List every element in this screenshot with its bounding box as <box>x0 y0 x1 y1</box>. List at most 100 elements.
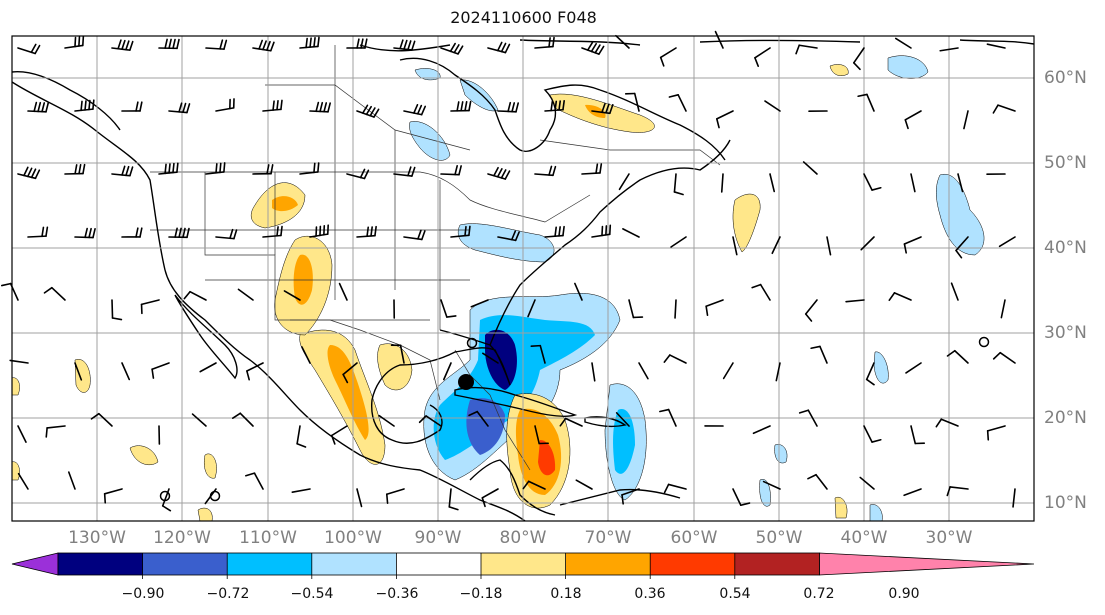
wind-barb <box>403 103 427 116</box>
positive-anomaly-caribbean-core <box>538 440 556 476</box>
wind-barb <box>903 236 922 254</box>
wind-barb <box>27 101 50 113</box>
wind-barb <box>356 104 380 118</box>
wind-barb <box>615 34 630 49</box>
wind-barb <box>946 349 969 364</box>
wind-barb <box>544 225 565 238</box>
wind-barb <box>534 165 557 177</box>
negative-anomaly-antilles-inner <box>613 409 635 474</box>
wind-barb <box>771 236 781 255</box>
wind-barb <box>283 290 301 301</box>
wind-barb <box>795 44 818 55</box>
positive-anomaly-atlantic-ne <box>829 64 849 76</box>
wind-barb <box>121 362 131 381</box>
wind-barb <box>330 425 348 445</box>
wind-barb <box>17 472 29 490</box>
wind-barb <box>663 483 687 494</box>
wind-barb <box>90 412 113 427</box>
lon-label: 130°W <box>68 528 126 548</box>
wind-barb <box>64 35 85 49</box>
wind-barb <box>74 362 83 381</box>
positive-anomaly-montana-mid <box>272 196 298 212</box>
wind-barb <box>205 162 226 175</box>
positive-anomaly-atlantic-south <box>834 496 848 519</box>
positive-anomaly-pacific-4 <box>11 377 20 396</box>
lon-label: 80°W <box>499 528 547 548</box>
wind-barb <box>205 39 228 50</box>
colorbar-tick-label: 0.54 <box>719 586 751 602</box>
colorbar-tick-label: 0.36 <box>634 586 666 602</box>
wind-barb <box>663 354 687 364</box>
wind-barb <box>237 288 254 301</box>
wind-barb <box>955 236 969 259</box>
wind-barb <box>17 43 41 55</box>
wind-barb <box>910 173 916 193</box>
wind-barb <box>963 110 969 130</box>
lat-label: 50°N <box>1044 153 1087 173</box>
colorbar-tick-label: 0.90 <box>888 586 920 602</box>
wind-barb <box>393 39 416 51</box>
colorbar-tick-label: 0.18 <box>550 586 582 602</box>
lon-label: 100°W <box>324 528 382 548</box>
wind-barb <box>482 352 499 364</box>
wind-barb <box>111 39 134 51</box>
wind-barb <box>894 37 912 49</box>
wind-barb <box>668 94 687 112</box>
wind-barb <box>905 362 922 374</box>
lon-label: 70°W <box>584 528 632 548</box>
wind-barb <box>720 173 724 193</box>
wind-barb <box>591 362 596 382</box>
positive-anomaly-pacific-2 <box>129 445 159 465</box>
wind-barb <box>939 47 959 52</box>
colorbar-tick-label: −0.72 <box>206 586 250 602</box>
wind-barb <box>301 346 311 364</box>
coast-labrador <box>599 89 726 161</box>
wind-barb <box>798 409 818 427</box>
wind-barb <box>810 345 828 364</box>
wind-barb <box>27 226 49 238</box>
wind-barb <box>74 227 96 239</box>
colorbar-segment <box>58 553 144 575</box>
wind-barb <box>575 479 593 490</box>
wind-barb <box>581 163 603 175</box>
wind-barb <box>74 99 95 112</box>
map-frame <box>11 35 1035 522</box>
wind-barb <box>442 362 452 381</box>
lat-label: 10°N <box>1044 493 1087 513</box>
colorbar-segment <box>142 553 228 575</box>
positive-anomaly-pacific-3 <box>204 453 217 479</box>
wind-barb <box>859 476 875 490</box>
wind-barb <box>775 362 781 382</box>
wind-barb <box>527 299 536 318</box>
wind-barb <box>356 225 377 238</box>
wind-barb <box>559 417 583 427</box>
wind-barb <box>659 408 677 427</box>
wind-barb <box>534 36 555 49</box>
lon-label: 110°W <box>239 528 297 548</box>
wind-barb <box>17 166 41 180</box>
map-title: 2024110600 F048 <box>450 8 597 27</box>
wind-barb <box>45 425 66 438</box>
coast-alaska <box>11 71 121 131</box>
wind-barb <box>622 228 640 238</box>
wind-barb <box>581 41 605 55</box>
wind-barb <box>751 283 771 301</box>
negative-anomaly-hudson <box>459 79 499 112</box>
wind-barb <box>299 36 320 49</box>
coast-pacific-nw <box>11 81 526 522</box>
wind-barb <box>440 299 457 318</box>
wind-barb <box>140 299 160 315</box>
wind-barb <box>903 488 922 497</box>
calm-marker-4 <box>209 490 221 502</box>
wind-barb <box>252 164 274 175</box>
wind-barb <box>296 425 307 448</box>
wind-barb <box>309 224 329 238</box>
coast-hispaniola <box>584 416 627 428</box>
wind-barb <box>450 225 471 238</box>
wind-barb <box>183 290 207 301</box>
wind-barb <box>121 227 143 238</box>
wind-barb <box>385 488 405 504</box>
wind-barb <box>403 229 426 241</box>
wind-barb <box>615 412 630 427</box>
coast-central-america <box>469 459 556 516</box>
